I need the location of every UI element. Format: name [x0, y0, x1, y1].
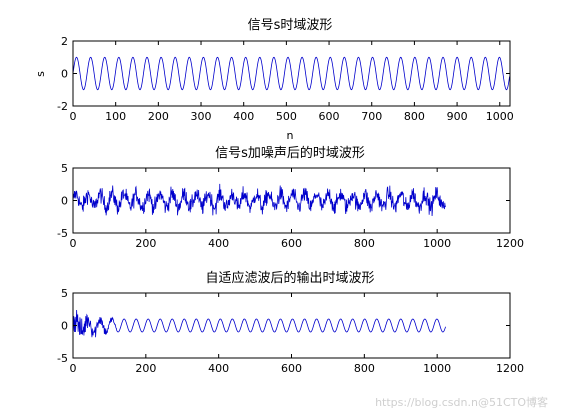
- x-tick-label: 500: [276, 110, 297, 123]
- x-tick-label: 0: [70, 237, 77, 250]
- subplot-2: 信号s加噪声后的时域波形 0 200 400 600 800 1000 1200-505: [57, 145, 524, 250]
- y-tick-label: 0: [61, 320, 68, 333]
- series-line-3: [72, 310, 446, 338]
- x-tick-label: 100: [105, 110, 126, 123]
- x-tick-label: 800: [404, 110, 425, 123]
- subplot-1-ticks: 0 100 200 300 400 500 600 700 800 900 1000-202: [57, 35, 514, 123]
- y-tick-label: -5: [57, 352, 68, 365]
- series-line-1: [72, 56, 510, 91]
- x-tick-label: 900: [447, 110, 468, 123]
- subplot-1-plot: [72, 56, 510, 91]
- series-line-2: [72, 183, 446, 216]
- subplot-3-title: 自适应滤波后的输出时域波形: [205, 270, 374, 286]
- subplot-1: 信号s时域波形 0 100 200 300 400 500 600 700 800 900 1000…: [34, 18, 514, 142]
- x-tick-label: 600: [319, 110, 340, 123]
- subplot-2-plot: [72, 183, 446, 216]
- x-tick-label: 400: [208, 362, 229, 375]
- x-tick-label: 700: [361, 110, 382, 123]
- subplot-2-ticks: 0 200 400 600 800 1000 1200-505: [57, 162, 524, 250]
- x-tick-label: 600: [281, 362, 302, 375]
- y-tick-label: 5: [61, 162, 68, 175]
- subplot-1-ylabel: s: [34, 71, 47, 77]
- subplot-3-ticks: 0 200 400 600 800 1000 1200-505: [57, 287, 524, 375]
- subplot-3: 自适应滤波后的输出时域波形 0 200 400 600 800 1000 1200-505: [57, 270, 524, 375]
- subplot-1-title: 信号s时域波形: [248, 18, 333, 33]
- x-tick-label: 200: [148, 110, 169, 123]
- x-tick-label: 200: [135, 237, 156, 250]
- subplot-2-title: 信号s加噪声后的时域波形: [215, 145, 365, 161]
- subplot-3-plot: [72, 310, 446, 338]
- x-tick-label: 0: [70, 362, 77, 375]
- x-tick-label: 200: [135, 362, 156, 375]
- x-tick-label: 1200: [496, 362, 524, 375]
- y-tick-label: 0: [61, 68, 68, 81]
- y-tick-label: 5: [61, 287, 68, 300]
- subplot-1-xlabel: n: [287, 129, 294, 142]
- y-tick-label: 0: [61, 195, 68, 208]
- x-tick-label: 1000: [423, 237, 451, 250]
- y-tick-label: -5: [57, 227, 68, 240]
- x-tick-label: 400: [208, 237, 229, 250]
- x-tick-label: 300: [191, 110, 212, 123]
- x-tick-label: 1000: [486, 110, 514, 123]
- x-tick-label: 600: [281, 237, 302, 250]
- x-tick-label: 0: [70, 110, 77, 123]
- x-tick-label: 800: [354, 362, 375, 375]
- x-tick-label: 800: [354, 237, 375, 250]
- watermark-text: https://blog.csdn.n@51CTO博客: [375, 395, 548, 409]
- y-tick-label: -2: [57, 100, 68, 113]
- x-tick-label: 1000: [423, 362, 451, 375]
- x-tick-label: 400: [233, 110, 254, 123]
- x-tick-label: 1200: [496, 237, 524, 250]
- y-tick-label: 2: [61, 35, 68, 48]
